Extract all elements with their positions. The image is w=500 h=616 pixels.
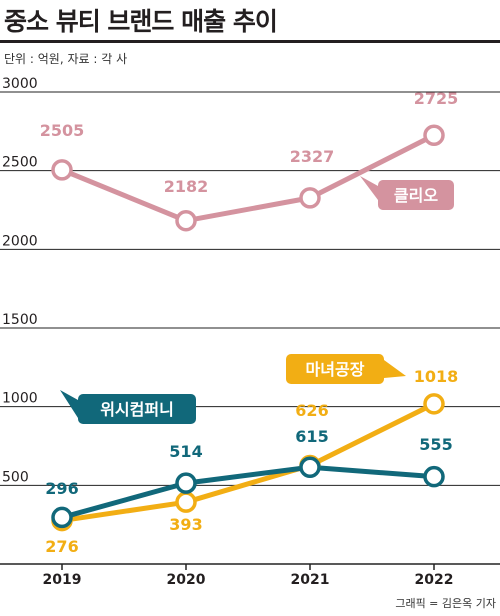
unit-source-note: 단위 : 억원, 자료 : 각 사 — [4, 52, 128, 66]
graphic-credit: 그래픽 = 김은옥 기자 — [395, 597, 496, 610]
x-tick-label: 2019 — [43, 572, 82, 588]
data-point — [423, 465, 445, 488]
legend-callout-box — [78, 394, 196, 424]
y-tick-label: 2500 — [2, 155, 38, 171]
title-rule — [0, 40, 500, 43]
data-label: 514 — [169, 442, 202, 461]
y-tick-label: 3000 — [2, 76, 38, 92]
data-point — [175, 209, 197, 232]
data-point — [175, 491, 197, 513]
series-line — [59, 132, 437, 224]
legend-series-name: 마녀공장 — [306, 360, 365, 379]
data-label: 1018 — [414, 367, 459, 386]
data-label: 2725 — [414, 89, 459, 108]
data-label: 2182 — [164, 177, 209, 196]
data-label: 626 — [295, 401, 328, 420]
legend-callout-tail — [384, 360, 406, 378]
data-label: 393 — [169, 515, 202, 534]
series-line — [59, 401, 437, 524]
chart-title: 중소 뷰티 브랜드 매출 추이 — [4, 7, 278, 36]
y-tick-label: 1500 — [2, 312, 38, 328]
data-label: 2327 — [290, 147, 335, 166]
x-tick-label: 2021 — [291, 572, 330, 588]
data-label: 2505 — [40, 121, 85, 140]
legend-series-name: 위시컴퍼니 — [100, 400, 174, 419]
x-tick-label: 2020 — [167, 572, 206, 588]
data-point — [423, 124, 445, 147]
series-line — [59, 464, 437, 520]
data-label: 296 — [45, 479, 78, 498]
data-point — [423, 393, 445, 415]
data-label: 276 — [45, 537, 78, 556]
legend-callout-box — [378, 180, 454, 210]
data-point — [51, 506, 73, 529]
data-label: 555 — [419, 435, 452, 454]
legend-callout-tail — [360, 176, 378, 200]
legend-callout-tail — [60, 390, 78, 418]
data-point — [299, 456, 321, 478]
data-point — [299, 187, 321, 209]
y-tick-label: 1000 — [2, 391, 38, 407]
legend-series-name: 클리오 — [394, 186, 438, 205]
legend-callout-box — [286, 354, 384, 384]
data-label: 615 — [295, 427, 328, 446]
y-tick-label: 2000 — [2, 233, 38, 249]
data-point — [175, 472, 197, 494]
y-tick-label: 500 — [2, 469, 29, 485]
data-point — [51, 159, 73, 181]
x-tick-label: 2022 — [415, 572, 454, 588]
